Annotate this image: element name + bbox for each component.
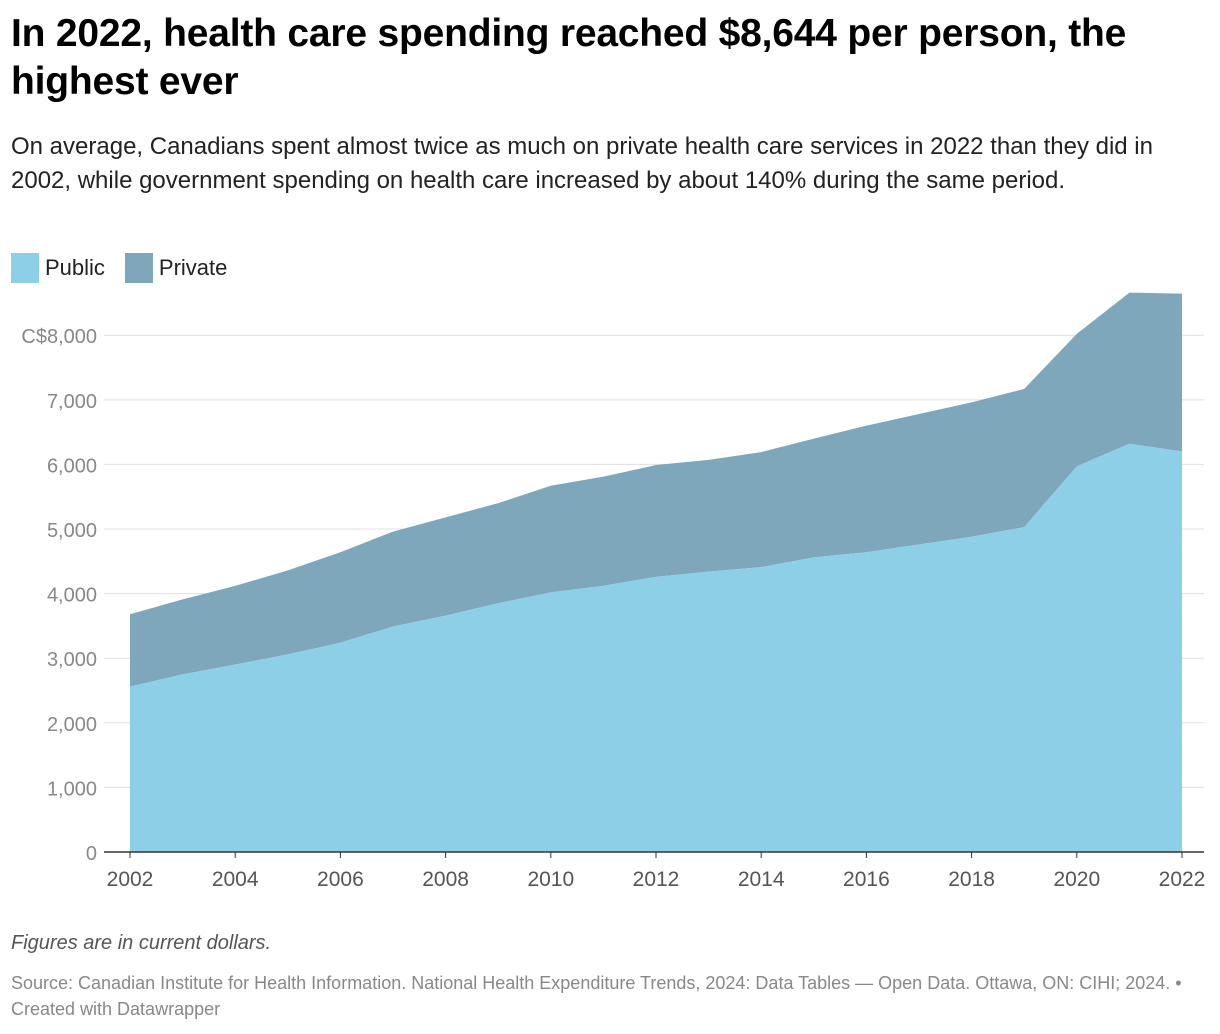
x-tick-label: 2016 (843, 868, 890, 891)
legend-item-public: Public (11, 253, 105, 283)
chart-title: In 2022, health care spending reached $8… (11, 12, 1127, 103)
y-tick-label: C$8,000 (21, 326, 97, 348)
y-tick-label: 6,000 (47, 455, 97, 477)
area-series (130, 292, 1182, 852)
legend-label-private: Private (158, 255, 228, 280)
y-tick-label: 1,000 (47, 778, 97, 800)
x-tick-label: 2012 (633, 868, 680, 891)
chart-subtitle: On average, Canadians spent almost twice… (11, 133, 1153, 194)
legend-item-private: Private (124, 253, 228, 283)
x-tick-label: 2004 (212, 868, 259, 891)
axes: 0 1,000 2,000 3,000 4,000 5,000 6,000 7,000 C$8,… (21, 326, 1205, 891)
legend-label-public: Public (45, 255, 105, 280)
chart-notes: Figures are in current dollars. (11, 932, 272, 954)
y-tick-label: 4,000 (47, 585, 97, 607)
x-tick-label: 2006 (317, 868, 364, 891)
x-tick-label: 2010 (527, 868, 574, 891)
legend-swatch-private (124, 253, 153, 283)
y-tick-label: 2,000 (47, 714, 97, 736)
area-private (130, 292, 1182, 687)
y-tick-label: 3,000 (47, 649, 97, 671)
y-tick-label: 7,000 (47, 391, 97, 413)
y-tick-label: 5,000 (47, 520, 97, 542)
area-public (130, 443, 1182, 852)
stacked-area-chart: 0 1,000 2,000 3,000 4,000 5,000 6,000 7,000 C$8,… (21, 292, 1205, 891)
x-tick-label: 2008 (422, 868, 469, 891)
x-tick-label: 2022 (1159, 868, 1206, 891)
x-tick-label: 2020 (1053, 868, 1100, 891)
legend: Public Private (11, 253, 247, 283)
chart-source: Source: Canadian Institute for Health In… (11, 973, 1182, 1019)
x-tick-label: 2018 (948, 868, 995, 891)
legend-swatch-public (11, 253, 39, 283)
y-tick-label: 0 (86, 843, 97, 865)
x-tick-label: 2014 (738, 868, 785, 891)
x-tick-label: 2002 (107, 868, 154, 891)
